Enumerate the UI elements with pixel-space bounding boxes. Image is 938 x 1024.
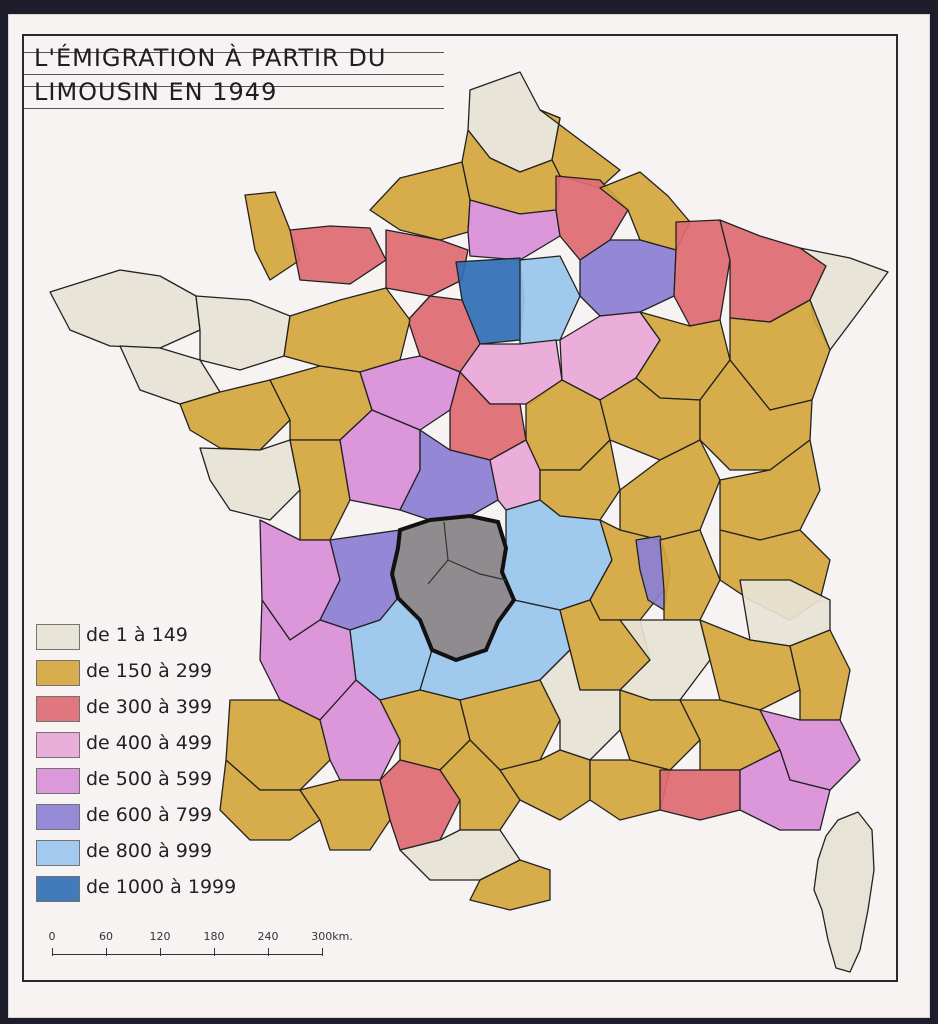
title-rule — [24, 52, 444, 53]
legend-label: de 600 à 799 — [86, 804, 213, 826]
department-region — [439, 739, 521, 831]
scale-tick — [322, 948, 323, 956]
legend-item: de 500 à 599 — [36, 766, 296, 796]
legend-item: de 300 à 399 — [36, 694, 296, 724]
legend-item: de 150 à 299 — [36, 658, 296, 688]
department-region — [589, 759, 671, 821]
scale-tick-label: 240 — [257, 930, 279, 943]
legend-swatch — [36, 696, 80, 722]
legend-swatch — [36, 876, 80, 902]
scale-bar: 0 60 120 180 240 300km. — [40, 930, 353, 970]
title-line-1: L'ÉMIGRATION À PARTIR DU — [34, 44, 387, 72]
scale-tick-label: 60 — [99, 930, 113, 943]
department-region — [199, 439, 301, 521]
department-region — [289, 225, 387, 285]
legend-label: de 150 à 299 — [86, 660, 213, 682]
scale-tick — [52, 948, 53, 956]
department-region — [619, 689, 701, 771]
legend-swatch — [36, 804, 80, 830]
limousin-internal-border — [427, 521, 507, 585]
department-region — [699, 619, 801, 711]
legend-swatch — [36, 768, 80, 794]
scale-tick — [214, 948, 215, 956]
department-region — [283, 287, 411, 373]
department-region — [399, 829, 521, 881]
department-region — [319, 679, 401, 781]
legend-label: de 500 à 599 — [86, 768, 213, 790]
title-rule — [24, 108, 444, 109]
title-line-2: LIMOUSIN EN 1949 — [34, 78, 278, 106]
scale-tick-label: 300km. — [311, 930, 353, 943]
legend-swatch — [36, 840, 80, 866]
department-region — [519, 255, 581, 345]
scale-line — [52, 954, 322, 955]
department-region — [219, 759, 321, 841]
scale-tick-label: 120 — [149, 930, 171, 943]
department-region — [379, 759, 461, 851]
legend-item: de 1000 à 1999 — [36, 874, 296, 904]
department-region — [579, 239, 677, 317]
department-region — [619, 439, 721, 541]
department-region — [385, 229, 469, 297]
title-rule — [24, 86, 444, 87]
legend-item: de 600 à 799 — [36, 802, 296, 832]
legend-label: de 800 à 999 — [86, 840, 213, 862]
department-region — [659, 769, 741, 821]
corsica-region — [813, 811, 875, 973]
title-rule — [24, 74, 444, 75]
map-frame — [22, 34, 898, 982]
legend-label: de 1000 à 1999 — [86, 876, 237, 898]
legend-label: de 1 à 149 — [86, 624, 188, 646]
department-region — [673, 219, 731, 327]
department-region — [659, 529, 721, 621]
department-region — [789, 629, 851, 721]
scale-tick — [160, 948, 161, 956]
scale-tick-label: 0 — [48, 930, 56, 943]
department-region — [195, 295, 291, 371]
legend-item: de 400 à 499 — [36, 730, 296, 760]
scale-tick-label: 180 — [203, 930, 225, 943]
department-region — [467, 199, 561, 261]
legend-label: de 300 à 399 — [86, 696, 213, 718]
limousin-region — [389, 513, 517, 663]
department-region — [179, 379, 291, 451]
scale-tick — [106, 948, 107, 956]
legend-swatch — [36, 732, 80, 758]
map-title: L'ÉMIGRATION À PARTIR DU LIMOUSIN EN 194… — [24, 42, 444, 118]
legend-swatch — [36, 660, 80, 686]
department-region — [469, 859, 551, 911]
legend-item: de 1 à 149 — [36, 622, 296, 652]
department-region — [49, 269, 201, 349]
department-region — [739, 749, 831, 831]
department-region — [299, 779, 391, 851]
legend-item: de 800 à 999 — [36, 838, 296, 868]
scale-tick — [268, 948, 269, 956]
legend-label: de 400 à 499 — [86, 732, 213, 754]
legend-swatch — [36, 624, 80, 650]
department-region — [369, 161, 471, 241]
